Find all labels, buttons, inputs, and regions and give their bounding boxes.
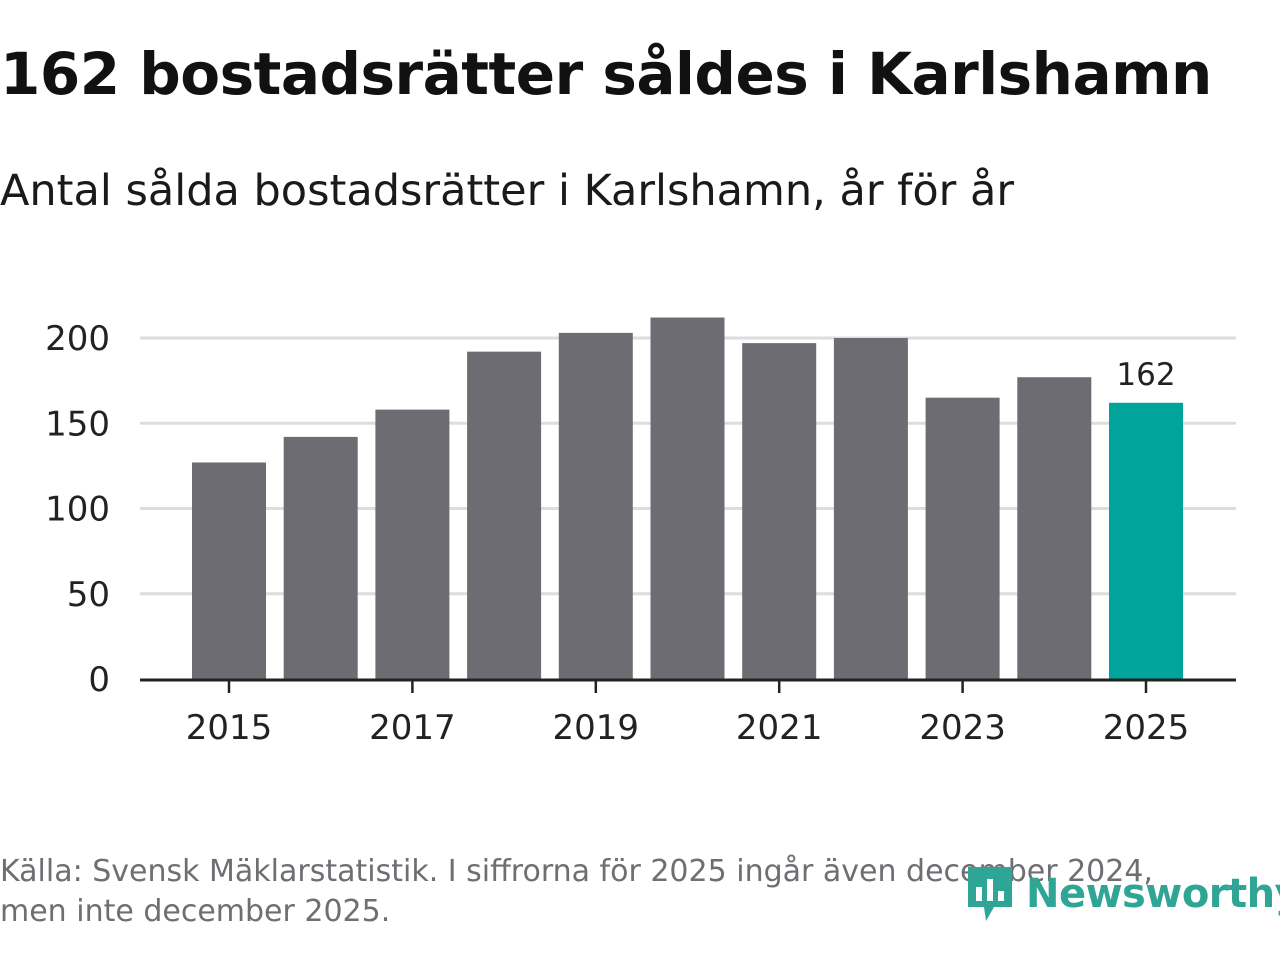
y-tick-label-100: 100 (45, 490, 110, 530)
data-labels: 162 (1116, 357, 1175, 393)
bar-2022 (833, 338, 908, 679)
chart-title: 162 bostadsrätter såldes i Karlshamn (0, 40, 1212, 108)
newsworthy-logo-icon (968, 867, 1012, 921)
x-tick-label-2015: 2015 (186, 708, 273, 748)
source-note: Källa: Svensk Mäklarstatistik. I siffror… (0, 852, 1220, 932)
data-label-2025: 162 (1116, 357, 1175, 393)
y-tick-label-0: 0 (88, 660, 110, 700)
bar-2016 (283, 436, 358, 679)
x-axis-ticks: 2015 2017 2019 2021 2023 2025 (186, 679, 1190, 748)
x-tick-label-2021: 2021 (736, 708, 823, 748)
bar-2019 (558, 332, 633, 679)
x-tick-label-2017: 2017 (369, 708, 456, 748)
y-tick-label-50: 50 (67, 575, 110, 615)
bar-2025 (1109, 402, 1183, 679)
bar-2017 (375, 409, 450, 679)
chart-subtitle: Antal sålda bostadsrätter i Karlshamn, å… (0, 166, 1015, 216)
bar-2015 (192, 462, 266, 679)
x-tick-label-2025: 2025 (1103, 708, 1190, 748)
bars (192, 317, 1183, 679)
bar-chart: 0 50 100 150 200 162 2015 2017 2019 2021 2023 202… (45, 317, 1236, 748)
y-tick-label-150: 150 (45, 404, 110, 444)
bar-2021 (742, 343, 817, 679)
source-line-2: men inte december 2025. (0, 894, 391, 929)
bar-2023 (925, 397, 1000, 679)
bar-2020 (650, 317, 725, 679)
bar-2018 (467, 351, 542, 679)
x-tick-label-2019: 2019 (553, 708, 640, 748)
bar-2024 (1017, 377, 1092, 679)
source-line-1: Källa: Svensk Mäklarstatistik. I siffror… (0, 854, 1153, 889)
newsworthy-logo[interactable]: Newsworthy (964, 862, 1280, 926)
y-axis-tick-labels: 0 50 100 150 200 (45, 319, 110, 700)
x-tick-label-2023: 2023 (919, 708, 1006, 748)
y-tick-label-200: 200 (45, 319, 110, 359)
logo-text: Newsworthy (1026, 871, 1280, 917)
